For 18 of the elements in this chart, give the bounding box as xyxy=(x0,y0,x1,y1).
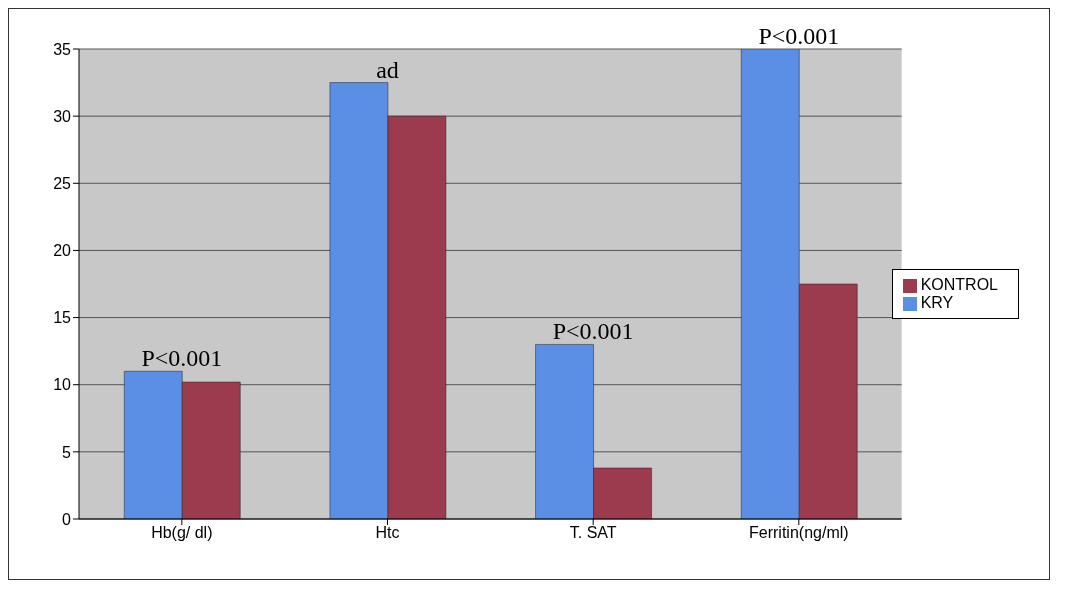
annotation: P<0.001 xyxy=(552,318,634,345)
x-tick-label: Hb(g/ dl) xyxy=(151,524,213,542)
legend-label: KRY xyxy=(920,294,954,311)
y-tick-label: 20 xyxy=(53,242,72,260)
legend-label: KONTROL xyxy=(920,276,998,293)
annotation: P<0.001 xyxy=(758,23,840,49)
y-tick-label: 30 xyxy=(53,107,72,125)
y-tick-label: 5 xyxy=(62,443,72,461)
y-tick-label: 25 xyxy=(53,174,72,192)
x-tick-label: Htc xyxy=(375,524,400,542)
y-tick-label: 35 xyxy=(53,40,72,58)
annotation: P<0.001 xyxy=(141,345,223,372)
annotation: ad xyxy=(376,56,399,83)
x-tick-label: T. SAT xyxy=(569,524,617,542)
y-tick-label: 10 xyxy=(53,376,72,394)
y-tick-label: 0 xyxy=(62,510,72,528)
x-tick-label: Ferritin(ng/ml) xyxy=(749,524,849,542)
y-tick-label: 15 xyxy=(53,309,72,327)
